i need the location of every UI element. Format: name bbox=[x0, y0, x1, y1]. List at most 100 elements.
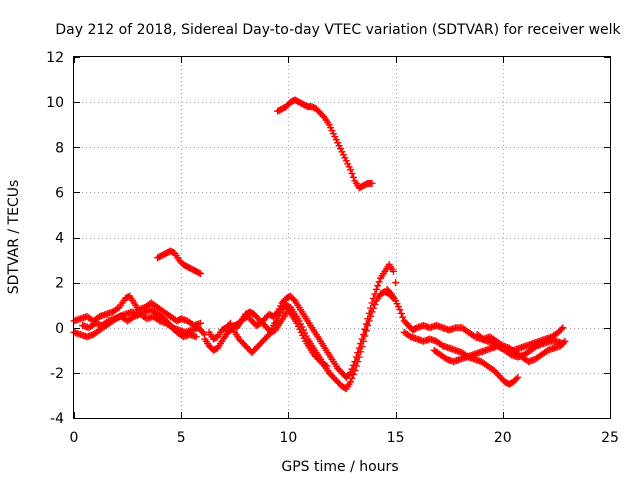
data-point-fill bbox=[254, 320, 263, 329]
data-point-fill bbox=[252, 312, 261, 321]
data-point-fill bbox=[279, 303, 289, 312]
data-point-fill bbox=[185, 318, 196, 328]
data-point-fill bbox=[232, 331, 242, 341]
data-point-fill bbox=[80, 322, 91, 331]
data-point bbox=[196, 270, 204, 278]
data-point-fill bbox=[312, 352, 321, 362]
data-point-fill bbox=[172, 252, 182, 262]
data-point-fill bbox=[485, 338, 497, 347]
data-point-fill bbox=[279, 296, 289, 305]
data-point-fill bbox=[344, 370, 353, 380]
data-point-fill bbox=[262, 332, 272, 342]
data-point-fill bbox=[402, 318, 411, 328]
data-point-fill bbox=[87, 320, 98, 331]
series-arc-6 bbox=[205, 288, 397, 393]
data-point bbox=[396, 306, 404, 314]
data-point-fill bbox=[477, 347, 488, 356]
data-point-fill bbox=[78, 313, 89, 322]
data-point-fill bbox=[292, 299, 302, 309]
data-point-fill bbox=[159, 250, 169, 259]
data-point-fill bbox=[318, 358, 327, 368]
data-point-fill bbox=[361, 320, 370, 333]
data-point-fill bbox=[234, 319, 244, 329]
data-point-fill bbox=[554, 338, 565, 347]
data-point-fill bbox=[275, 106, 285, 114]
data-point-fill bbox=[277, 315, 287, 325]
data-point-fill bbox=[301, 312, 310, 323]
series-arc-12 bbox=[473, 331, 569, 366]
data-point-fill bbox=[464, 351, 475, 361]
data-point-fill bbox=[438, 352, 449, 362]
data-point-fill bbox=[187, 331, 199, 340]
data-point-fill bbox=[378, 270, 387, 280]
data-point-fill bbox=[344, 380, 353, 390]
data-point-fill bbox=[539, 347, 550, 358]
data-point-fill bbox=[155, 305, 166, 315]
data-point-fill bbox=[303, 340, 312, 350]
data-point bbox=[514, 373, 522, 381]
data-point-fill bbox=[369, 300, 379, 312]
series-arc-3 bbox=[79, 310, 209, 339]
data-point-fill bbox=[530, 338, 542, 347]
x-tick-label: 0 bbox=[70, 430, 79, 446]
data-point-fill bbox=[264, 325, 274, 335]
data-point-fill bbox=[256, 316, 265, 326]
data-point-fill bbox=[189, 266, 199, 275]
data-point-fill bbox=[503, 347, 514, 358]
data-point-fill bbox=[410, 325, 420, 333]
data-point-fill bbox=[164, 248, 173, 257]
data-point-fill bbox=[112, 313, 124, 322]
data-point-fill bbox=[485, 363, 497, 373]
data-point-fill bbox=[262, 312, 272, 321]
data-point-fill bbox=[168, 314, 179, 324]
data-point-fill bbox=[518, 342, 529, 351]
data-point-fill bbox=[316, 357, 325, 366]
data-point-fill bbox=[470, 349, 482, 358]
data-point-fill bbox=[183, 327, 194, 336]
data-point-fill bbox=[136, 304, 147, 313]
data-point-fill bbox=[241, 341, 250, 351]
data-point-fill bbox=[447, 345, 458, 354]
data-point-fill bbox=[335, 142, 345, 153]
data-point-fill bbox=[339, 370, 349, 380]
data-point-fill bbox=[99, 318, 111, 328]
data-point-fill bbox=[387, 263, 396, 273]
data-point-fill bbox=[500, 342, 512, 351]
data-point-fill bbox=[309, 326, 319, 336]
series-arc-2 bbox=[70, 306, 200, 341]
data-point bbox=[347, 378, 355, 386]
data-point-fill bbox=[322, 346, 332, 357]
y-tick-label: 0 bbox=[55, 321, 64, 337]
data-point-fill bbox=[284, 293, 293, 302]
data-point-fill bbox=[301, 101, 310, 110]
data-point-fill bbox=[258, 337, 267, 346]
data-point-fill bbox=[387, 291, 396, 301]
data-point-fill bbox=[123, 293, 132, 302]
data-point-fill bbox=[331, 360, 340, 370]
data-point-fill bbox=[237, 337, 246, 346]
data-point-fill bbox=[475, 332, 486, 342]
data-point bbox=[323, 362, 331, 370]
series-arc-5 bbox=[201, 261, 400, 381]
data-point-fill bbox=[374, 292, 383, 302]
data-point-fill bbox=[382, 263, 392, 273]
data-point-fill bbox=[288, 306, 297, 316]
data-point-fill bbox=[421, 336, 432, 345]
data-point-fill bbox=[460, 325, 471, 335]
data-point-fill bbox=[168, 248, 177, 257]
data-point bbox=[364, 321, 372, 329]
data-point-fill bbox=[305, 319, 315, 329]
data-point-fill bbox=[290, 315, 300, 325]
data-point-fill bbox=[164, 320, 175, 331]
data-point-fill bbox=[357, 343, 366, 356]
data-point-fill bbox=[352, 179, 362, 190]
data-point-fill bbox=[181, 331, 192, 340]
data-point-fill bbox=[421, 322, 432, 331]
data-point-fill bbox=[524, 340, 535, 349]
data-point-fill bbox=[550, 329, 561, 340]
data-point-fill bbox=[507, 345, 518, 355]
x-tick-label: 20 bbox=[494, 430, 512, 446]
data-point-fill bbox=[271, 309, 280, 319]
data-point-fill bbox=[91, 327, 102, 337]
data-point-fill bbox=[207, 331, 216, 341]
